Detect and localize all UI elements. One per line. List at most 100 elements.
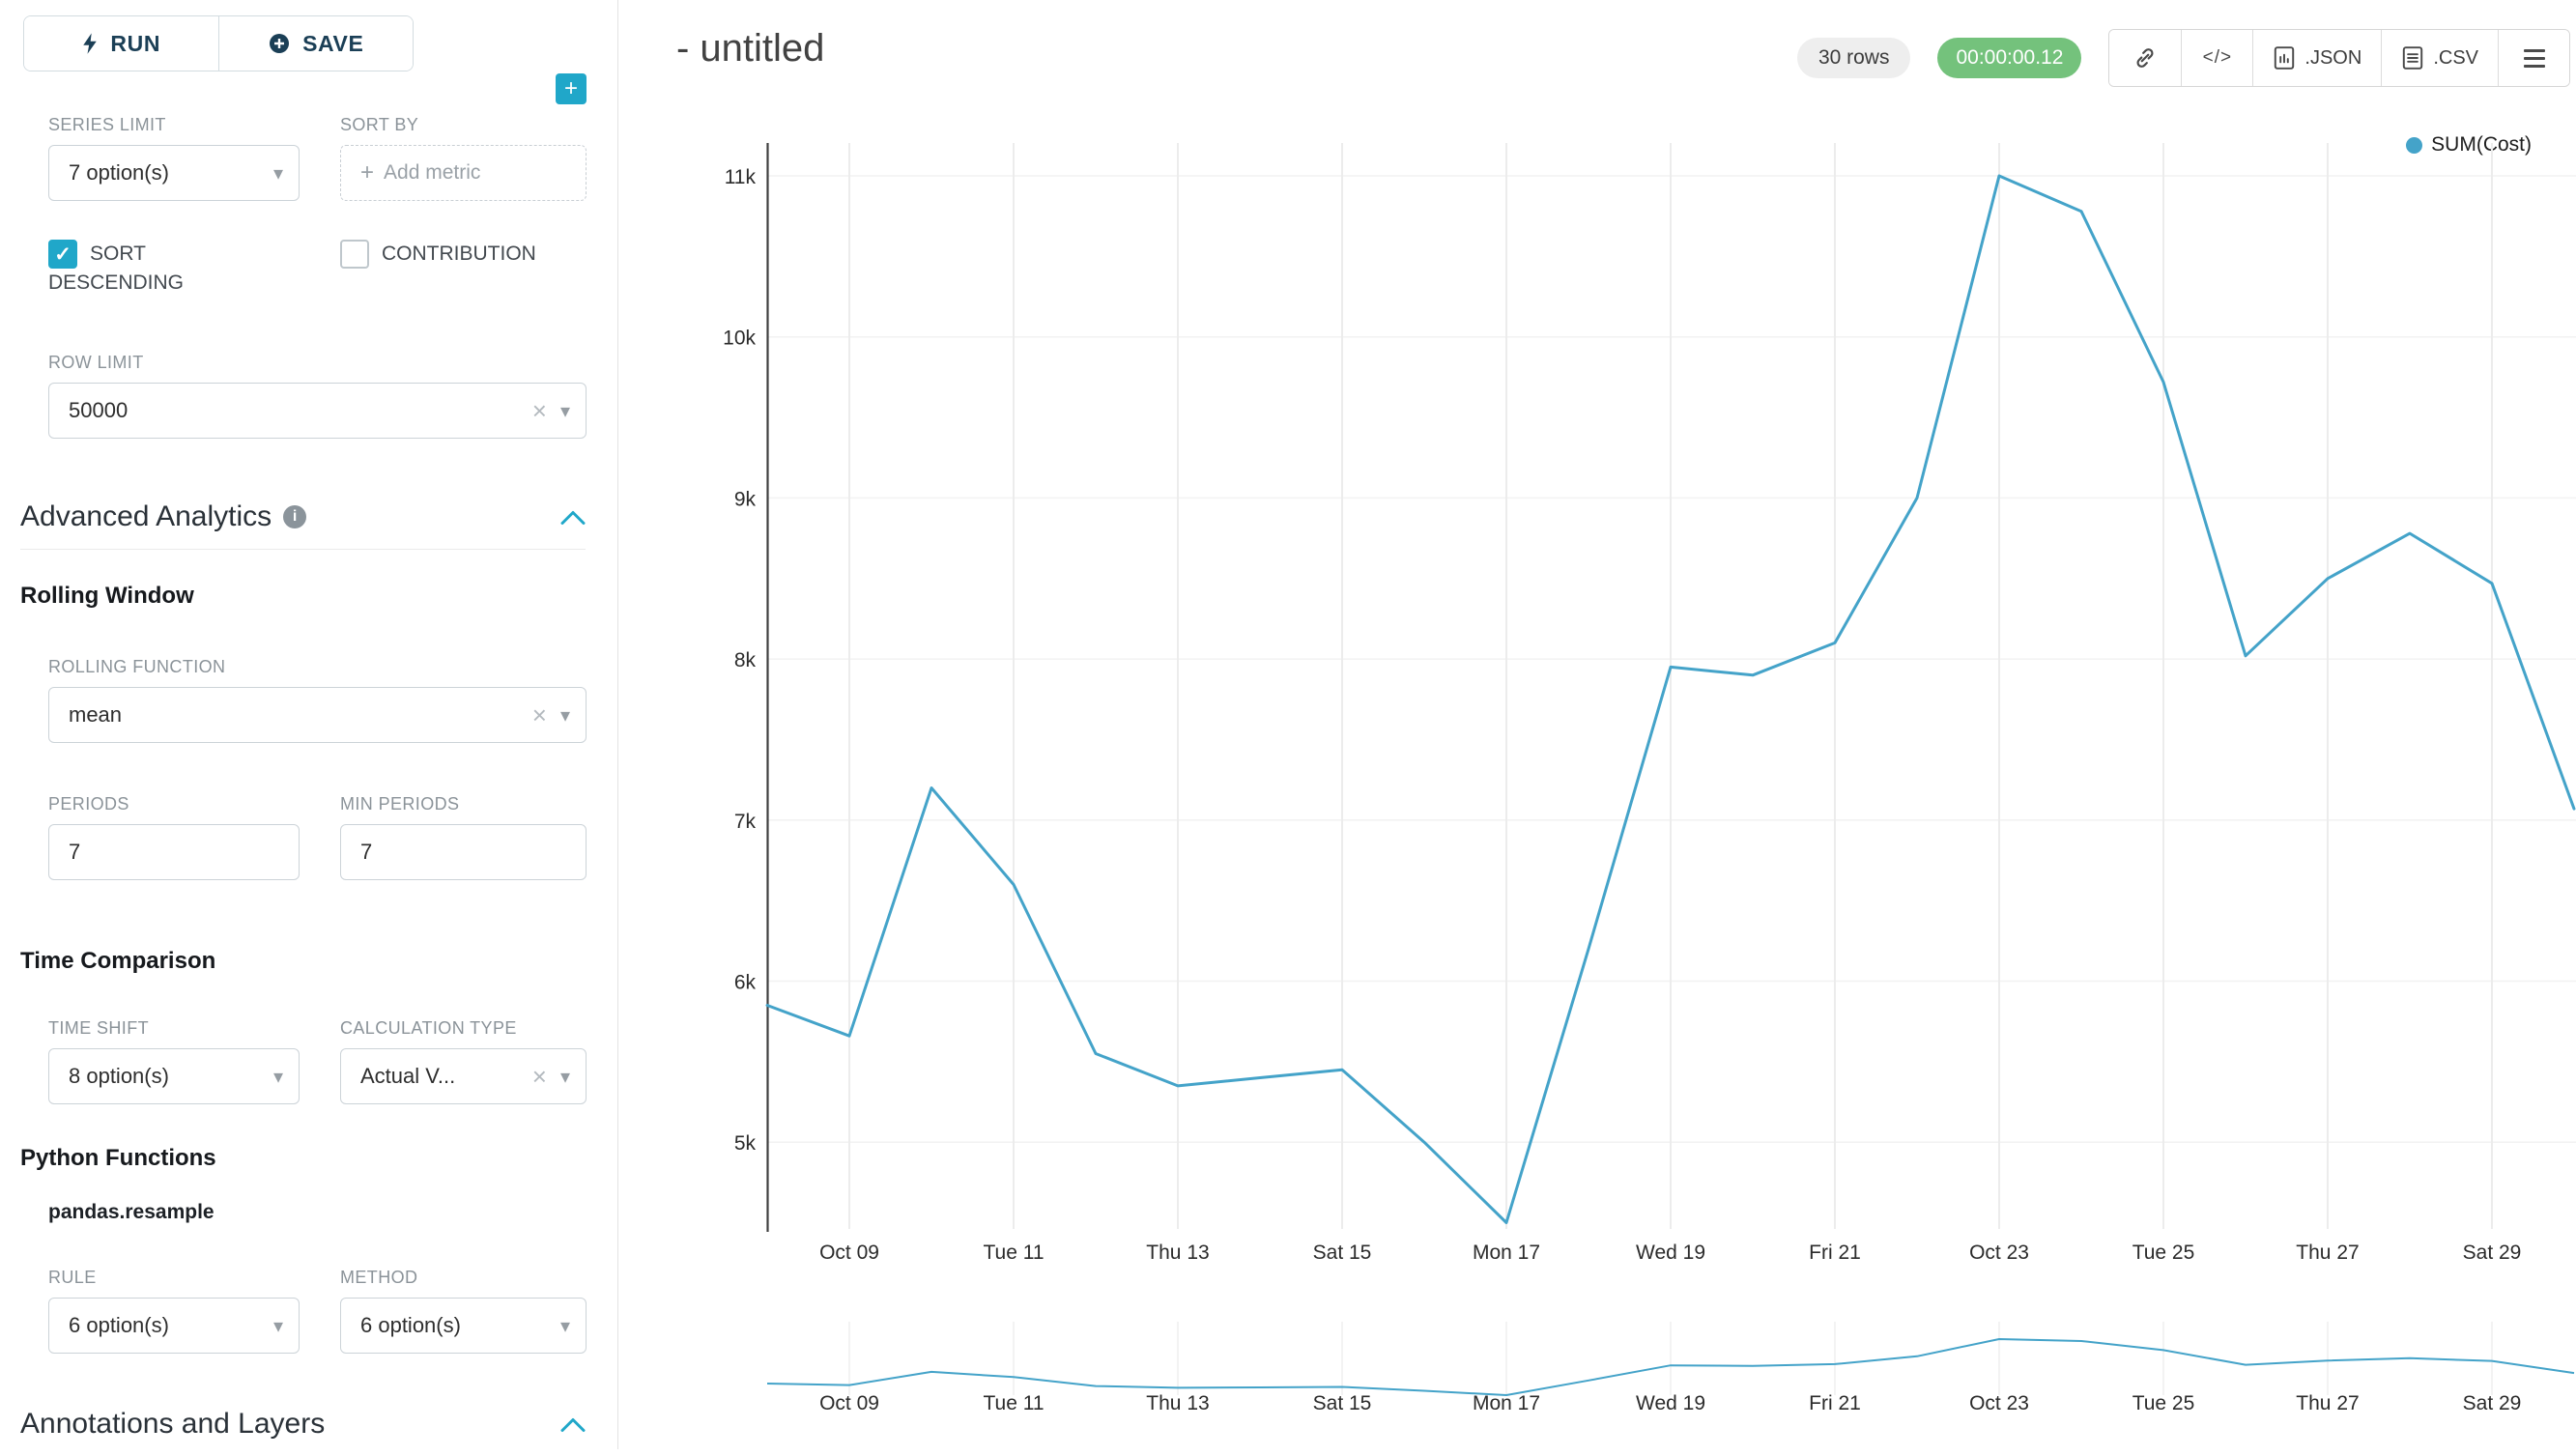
caret-down-icon: ▾ xyxy=(559,1315,570,1337)
svg-text:Wed 19: Wed 19 xyxy=(1636,1242,1705,1264)
calculation-type-value: Actual V... xyxy=(360,1064,456,1089)
chart-panel: - untitled 30 rows 00:00:00.12 </> .JSON… xyxy=(619,0,2576,1449)
series-limit-select[interactable]: 7 option(s) ▾ xyxy=(48,145,300,201)
caret-down-icon: ▾ xyxy=(559,400,570,422)
annotations-layers-header[interactable]: Annotations and Layers xyxy=(20,1408,586,1456)
run-button-label: RUN xyxy=(110,30,161,56)
periods-label: PERIODS xyxy=(48,794,129,814)
min-periods-label: MIN PERIODS xyxy=(340,794,460,814)
svg-text:Oct 09: Oct 09 xyxy=(819,1242,879,1264)
rolling-function-value: mean xyxy=(69,702,123,728)
run-button[interactable]: RUN xyxy=(24,16,218,71)
svg-text:10k: 10k xyxy=(723,328,756,350)
sort-descending-checkbox[interactable]: ✓ xyxy=(48,240,77,270)
svg-text:Fri 21: Fri 21 xyxy=(1809,1242,1861,1264)
svg-text:Oct 23: Oct 23 xyxy=(1969,1242,2029,1264)
caret-down-icon: ▾ xyxy=(272,162,283,185)
share-link-button[interactable] xyxy=(2109,30,2182,86)
view-query-button[interactable]: </> xyxy=(2181,30,2253,86)
series-limit-value: 7 option(s) xyxy=(69,160,169,185)
query-timer-badge: 00:00:00.12 xyxy=(1937,38,2082,78)
csv-file-icon xyxy=(2403,46,2423,70)
export-csv-button[interactable]: .CSV xyxy=(2381,30,2498,86)
pandas-resample-label: pandas.resample xyxy=(48,1201,215,1224)
row-limit-value: 50000 xyxy=(69,398,129,423)
legend-dot-icon xyxy=(2406,136,2423,154)
link-icon xyxy=(2136,48,2154,68)
calculation-type-select[interactable]: Actual V... × ▾ xyxy=(340,1048,587,1105)
svg-text:Thu 27: Thu 27 xyxy=(2296,1392,2359,1414)
min-periods-input[interactable]: 7 xyxy=(340,824,587,881)
code-icon: </> xyxy=(2202,47,2233,68)
menu-button[interactable] xyxy=(2498,30,2569,86)
save-button[interactable]: SAVE xyxy=(217,16,413,71)
svg-text:9k: 9k xyxy=(734,488,757,510)
plus-icon: + xyxy=(563,75,578,101)
chevron-up-icon[interactable] xyxy=(560,1416,586,1433)
run-save-button-group: RUN SAVE xyxy=(23,15,414,71)
check-icon: ✓ xyxy=(54,243,72,267)
series-limit-label: SERIES LIMIT xyxy=(48,115,166,134)
export-csv-label: .CSV xyxy=(2433,46,2478,69)
svg-text:Tue 25: Tue 25 xyxy=(2132,1392,2195,1414)
caret-down-icon: ▾ xyxy=(559,1066,570,1088)
advanced-analytics-header[interactable]: Advanced Analytics i xyxy=(20,500,586,551)
sort-descending-control[interactable]: ✓ SORT DESCENDING xyxy=(48,240,242,298)
export-json-button[interactable]: .JSON xyxy=(2252,30,2382,86)
rule-value: 6 option(s) xyxy=(69,1313,169,1338)
sort-by-label: SORT BY xyxy=(340,115,419,134)
svg-text:Tue 11: Tue 11 xyxy=(983,1242,1044,1264)
method-value: 6 option(s) xyxy=(360,1313,461,1338)
clear-icon[interactable]: × xyxy=(531,1062,547,1092)
add-metric-plus-button[interactable]: + xyxy=(556,73,587,104)
svg-text:Tue 11: Tue 11 xyxy=(983,1392,1044,1414)
add-metric-placeholder: Add metric xyxy=(384,161,481,184)
chevron-up-icon[interactable] xyxy=(560,509,586,526)
rolling-window-title: Rolling Window xyxy=(20,583,194,610)
periods-input[interactable]: 7 xyxy=(48,824,300,881)
sort-descending-label: SORT DESCENDING xyxy=(48,243,185,295)
svg-text:Wed 19: Wed 19 xyxy=(1636,1392,1705,1414)
clear-icon[interactable]: × xyxy=(531,396,547,426)
svg-text:Thu 27: Thu 27 xyxy=(2296,1242,2359,1264)
svg-text:5k: 5k xyxy=(734,1132,757,1155)
export-button-group: </> .JSON .CSV xyxy=(2108,29,2570,87)
sort-by-add-metric[interactable]: + Add metric xyxy=(340,145,587,201)
rolling-function-label: ROLLING FUNCTION xyxy=(48,657,226,677)
periods-value: 7 xyxy=(69,840,81,865)
row-limit-select[interactable]: 50000 × ▾ xyxy=(48,383,587,440)
clear-icon[interactable]: × xyxy=(531,700,547,730)
rule-select[interactable]: 6 option(s) ▾ xyxy=(48,1298,300,1355)
row-limit-label: ROW LIMIT xyxy=(48,353,144,373)
chart-header-actions: 30 rows 00:00:00.12 </> .JSON .CSV xyxy=(1796,29,2570,87)
export-json-label: .JSON xyxy=(2304,46,2362,69)
advanced-analytics-title: Advanced Analytics xyxy=(20,500,272,533)
svg-text:11k: 11k xyxy=(725,166,757,188)
chart-legend[interactable]: SUM(Cost) xyxy=(2406,133,2532,157)
caret-down-icon: ▾ xyxy=(272,1066,283,1088)
svg-text:Sat 29: Sat 29 xyxy=(2463,1242,2522,1264)
contribution-label: CONTRIBUTION xyxy=(382,243,536,265)
method-label: METHOD xyxy=(340,1268,418,1288)
svg-text:Sat 15: Sat 15 xyxy=(1313,1392,1372,1414)
svg-text:7k: 7k xyxy=(734,811,757,833)
plus-icon: + xyxy=(360,159,375,186)
bolt-icon xyxy=(83,33,98,54)
json-export-icon xyxy=(2275,46,2295,70)
line-chart[interactable]: 5k 6k 7k 8k 9k 10k 11k Oct 09 Oct 09 Tue 11 Tue 11… xyxy=(619,0,2576,1449)
plus-circle-icon xyxy=(270,34,290,53)
method-select[interactable]: 6 option(s) ▾ xyxy=(340,1298,587,1355)
svg-text:Mon 17: Mon 17 xyxy=(1473,1242,1540,1264)
menu-icon xyxy=(2523,48,2545,68)
contribution-checkbox[interactable]: ✓ xyxy=(340,240,369,270)
svg-text:8k: 8k xyxy=(734,649,757,671)
chart-title: - untitled xyxy=(676,27,825,70)
min-periods-value: 7 xyxy=(360,840,373,865)
svg-text:Fri 21: Fri 21 xyxy=(1809,1392,1861,1414)
contribution-control[interactable]: ✓ CONTRIBUTION xyxy=(340,240,587,270)
save-button-label: SAVE xyxy=(302,30,364,56)
time-shift-select[interactable]: 8 option(s) ▾ xyxy=(48,1048,300,1105)
annotations-layers-title: Annotations and Layers xyxy=(20,1408,326,1441)
calculation-type-label: CALCULATION TYPE xyxy=(340,1018,517,1039)
rolling-function-select[interactable]: mean × ▾ xyxy=(48,687,587,744)
